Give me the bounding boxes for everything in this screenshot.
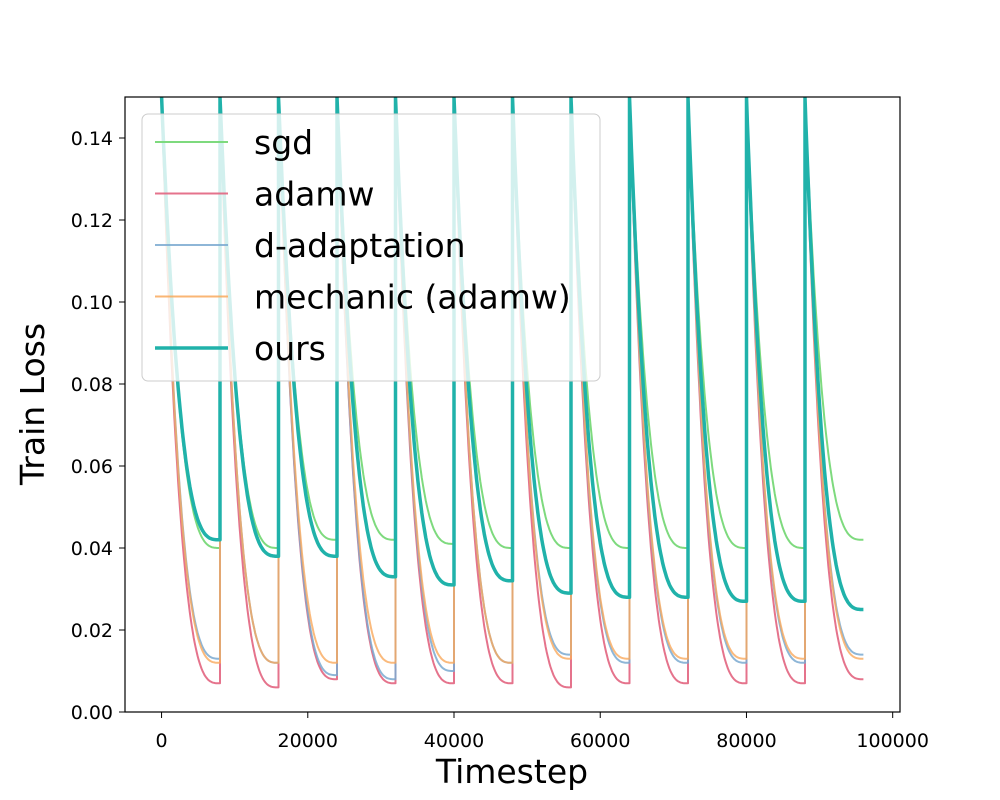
y-tick-label: 0.12 bbox=[71, 210, 113, 232]
y-tick-label: 0.00 bbox=[71, 702, 113, 724]
legend: sgd adamw d-adaptation mechanic (adamw) ours bbox=[141, 113, 601, 382]
y-axis-title: Train Loss bbox=[13, 323, 52, 486]
plot-frame bbox=[124, 96, 901, 713]
x-tick-label: 80000 bbox=[716, 730, 776, 752]
legend-label: ours bbox=[254, 329, 326, 368]
legend-label: mechanic (adamw) bbox=[254, 278, 571, 317]
x-axis: 0 20000 40000 60000 80000 100000 bbox=[156, 712, 929, 752]
x-tick-label: 100000 bbox=[856, 730, 929, 752]
legend-label: d-adaptation bbox=[254, 226, 466, 265]
legend-label: adamw bbox=[254, 175, 375, 214]
legend-box bbox=[141, 113, 601, 382]
x-tick-label: 0 bbox=[156, 730, 168, 752]
y-tick-label: 0.10 bbox=[71, 292, 113, 314]
x-tick-label: 40000 bbox=[424, 730, 484, 752]
x-tick-label: 20000 bbox=[278, 730, 338, 752]
y-tick-label: 0.02 bbox=[71, 620, 113, 642]
y-tick-label: 0.04 bbox=[71, 538, 113, 560]
y-tick-label: 0.08 bbox=[71, 374, 113, 396]
y-axis: 0.00 0.02 0.04 0.06 0.08 0.10 0.12 0.14 bbox=[71, 128, 125, 724]
y-tick-label: 0.06 bbox=[71, 456, 113, 478]
legend-label: sgd bbox=[254, 123, 313, 162]
x-axis-title: Timestep bbox=[435, 752, 588, 791]
x-tick-label: 60000 bbox=[570, 730, 630, 752]
y-tick-label: 0.14 bbox=[71, 128, 113, 150]
